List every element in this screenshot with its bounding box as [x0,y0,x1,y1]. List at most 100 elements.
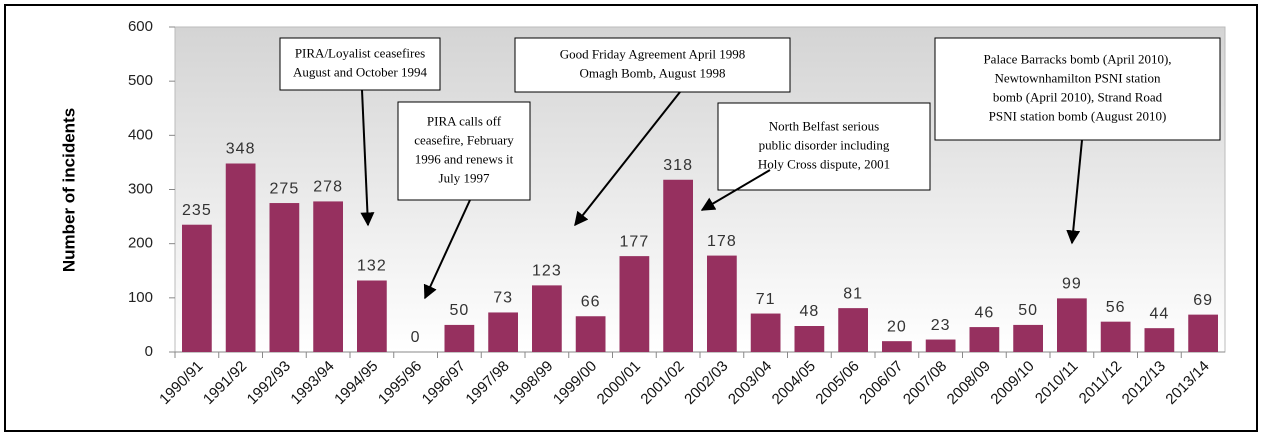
annotation-text: 1996 and renews it [415,151,514,166]
x-tick-label: 2001/02 [637,358,687,408]
value-label: 0 [411,329,421,346]
value-label: 275 [270,180,300,197]
x-tick-label: 2002/03 [681,358,731,408]
x-tick-label: 1994/95 [331,358,381,408]
annotation-text: public disorder including [759,137,890,152]
x-tick-label: 1995/96 [375,358,425,408]
bar [269,203,300,352]
x-tick-label: 2010/11 [1032,358,1082,408]
value-label: 69 [1193,292,1213,309]
x-tick-label: 2008/09 [944,358,994,408]
y-tick-label: 600 [128,18,153,35]
x-tick-label: 2012/13 [1119,358,1169,408]
annotation-arrow [423,199,471,300]
y-tick-label: 300 [128,180,153,197]
bar [575,316,606,352]
bar [357,280,387,352]
bar [707,255,737,352]
value-label: 318 [663,157,693,174]
annotation-box [934,37,1221,141]
bar [925,339,956,352]
annotation-arrow [700,169,771,211]
y-tick-label: 500 [128,72,153,89]
annotation-text: July 1997 [439,170,490,185]
bar [663,179,693,352]
bar [619,256,650,352]
bar [969,327,1000,352]
value-label: 56 [1106,299,1126,316]
value-label: 66 [581,293,601,310]
bar [532,285,562,352]
x-tick-label: 1998/99 [506,358,556,408]
value-label: 20 [887,318,907,335]
value-label: 177 [620,233,650,250]
value-label: 235 [182,202,212,219]
x-tick-label: 2013/14 [1162,358,1212,408]
x-tick-label: 2003/04 [725,358,775,408]
x-tick-label: 1991/92 [200,358,250,408]
annotation-text: Palace Barracks bomb (April 2010), [983,51,1171,66]
value-label: 81 [843,285,863,302]
value-label: 123 [532,263,562,280]
value-label: 50 [1018,302,1038,319]
bar [794,326,825,352]
bar [488,312,518,352]
x-tick-label: 1993/94 [287,358,337,408]
value-label: 99 [1062,276,1082,293]
value-label: 50 [449,302,469,319]
annotation-text: North Belfast serious [769,118,879,133]
y-tick-label: 400 [128,126,153,143]
annotation-text: PIRA calls off [427,113,502,128]
bar [444,324,475,352]
annotation-text: Good Friday Agreement April 1998 [560,46,746,61]
bar [882,341,912,352]
x-tick-label: 2006/07 [856,358,906,408]
x-tick-label: 1990/91 [156,358,206,408]
value-label: 23 [931,317,951,334]
bar [182,224,212,352]
bar [838,308,868,352]
annotation-text: Holy Cross dispute, 2001 [758,156,890,171]
bar [1013,324,1043,352]
annotation-text: PIRA/Loyalist ceasefires [295,45,425,60]
frame [4,4,1258,432]
x-tick-label: 1992/93 [244,358,294,408]
value-label: 71 [756,291,776,308]
x-tick-label: 2011/12 [1076,358,1126,408]
value-label: 46 [974,304,994,321]
annotation-box [279,37,441,91]
x-tick-label: 2000/01 [594,358,644,408]
annotation-text: PSNI station bomb (August 2010) [989,108,1167,123]
y-tick-label: 100 [128,289,153,306]
value-label: 178 [707,233,737,250]
x-tick-label: 2004/05 [769,358,819,408]
x-tick-label: 1999/00 [550,358,600,408]
value-label: 73 [493,290,513,307]
x-tick-label: 1996/97 [419,358,469,408]
annotation-text: Omagh Bomb, August 1998 [580,65,726,80]
value-label: 348 [226,141,256,158]
x-tick-label: 2007/08 [900,358,950,408]
annotation-box [514,37,791,93]
bar [750,313,781,352]
y-tick-label: 200 [128,235,153,252]
y-tick-label: 0 [145,343,153,360]
value-label: 44 [1149,305,1169,322]
annotation-text: Newtownhamilton PSNI station [994,70,1161,85]
annotation-text: ceasefire, February [414,132,514,147]
annotation-arrow [1066,139,1083,245]
bar [225,163,256,352]
bar [1100,321,1131,352]
annotation-arrow [574,91,681,227]
bar [1144,328,1175,352]
x-tick-label: 2005/06 [812,358,862,408]
annotation-box [397,101,531,201]
x-tick-label: 1997/98 [462,358,512,408]
annotation-box [717,102,931,191]
bar [1057,298,1087,352]
y-axis-label: Number of incidents [59,108,78,272]
annotation-arrow [360,89,375,227]
value-label: 278 [313,179,343,196]
annotation-text: August and October 1994 [293,64,427,79]
